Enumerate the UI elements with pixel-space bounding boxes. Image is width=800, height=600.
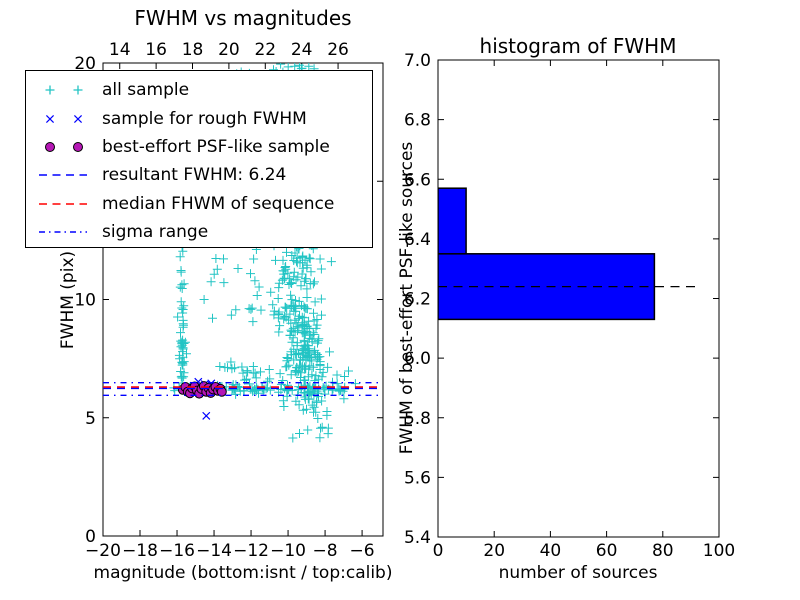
plus-marker-icon (34, 76, 92, 104)
legend-label: all sample (102, 80, 190, 101)
left-plot-title: FWHM vs magnitudes (134, 6, 352, 30)
x-marker-icon (34, 105, 92, 133)
svg-text:−18: −18 (122, 541, 158, 561)
svg-text:6.4: 6.4 (404, 230, 431, 250)
svg-text:6.2: 6.2 (404, 290, 431, 310)
legend-entry-rough-fwhm: sample for rough FWHM (34, 104, 372, 132)
dashdot-line-icon (34, 218, 92, 246)
circle-marker-icon (34, 133, 92, 161)
right-plot-ylabel: FWHM of best-effort PSF-like sources (397, 141, 417, 455)
svg-text:5.4: 5.4 (404, 528, 431, 548)
svg-text:6.0: 6.0 (404, 349, 431, 369)
legend-label: median FHWM of sequence (102, 193, 335, 214)
svg-text:10: 10 (74, 291, 96, 311)
dashed-line-icon (34, 161, 92, 189)
legend-entry-resultant: resultant FWHM: 6.24 (34, 161, 372, 189)
svg-text:100: 100 (703, 541, 735, 561)
left-plot-ylabel: FWHM (pix) (58, 250, 78, 350)
svg-text:80: 80 (652, 541, 674, 561)
svg-text:−10: −10 (270, 541, 306, 561)
svg-text:5.6: 5.6 (404, 468, 431, 488)
svg-text:60: 60 (596, 541, 618, 561)
svg-text:0: 0 (433, 541, 444, 561)
right-plot-xlabel: number of sources (498, 563, 658, 583)
svg-text:22: 22 (254, 40, 276, 60)
svg-text:−20: −20 (85, 541, 121, 561)
legend-box: all sample sample for rough FWHM best-ef… (25, 70, 373, 248)
left-plot-xlabel: magnitude (bottom:isnt / top:calib) (93, 563, 393, 583)
svg-text:18: 18 (182, 40, 204, 60)
right-plot-title: histogram of FWHM (479, 34, 677, 58)
svg-text:16: 16 (145, 40, 167, 60)
legend-entry-median: median FHWM of sequence (34, 190, 372, 218)
svg-text:20: 20 (74, 54, 96, 74)
svg-text:5.8: 5.8 (404, 409, 431, 429)
reference-lines (103, 382, 383, 396)
svg-text:0: 0 (85, 527, 96, 547)
legend-label: sigma range (102, 222, 209, 243)
left-plot: −20 −18 −16 −14 −12 −10 −8 −6 14 16 18 20 22 24 26 0 5 10… (74, 40, 384, 561)
right-plot: 0 20 40 60 80 100 5.4 5.6 5.8 6.0 6.2 6.4 6.6 6.8 7.0 (404, 51, 735, 561)
svg-text:−16: −16 (159, 541, 195, 561)
legend-entry-psf-like: best-effort PSF-like sample (34, 133, 372, 161)
legend-label: best-effort PSF-like sample (102, 136, 330, 157)
right-plot-ticks: 0 20 40 60 80 100 5.4 5.6 5.8 6.0 6.2 6.4 6.6 6.8 7.0 (404, 51, 735, 561)
svg-text:20: 20 (483, 541, 505, 561)
svg-text:26: 26 (327, 40, 349, 60)
svg-text:14: 14 (109, 40, 131, 60)
histogram-bars (438, 187, 656, 321)
left-plot-ticks: −20 −18 −16 −14 −12 −10 −8 −6 14 16 18 20 22 24 26 0 5 10… (74, 40, 383, 561)
svg-text:5: 5 (85, 409, 96, 429)
svg-text:6.8: 6.8 (404, 111, 431, 131)
svg-text:−14: −14 (196, 541, 232, 561)
legend-entry-sigma: sigma range (34, 218, 372, 246)
svg-text:−8: −8 (313, 541, 338, 561)
legend-label: sample for rough FWHM (102, 108, 307, 129)
legend-label: resultant FWHM: 6.24 (102, 165, 287, 186)
svg-text:24: 24 (291, 40, 313, 60)
svg-text:20: 20 (218, 40, 240, 60)
svg-text:−12: −12 (233, 541, 269, 561)
scatter-psf-like (177, 381, 227, 399)
svg-text:7.0: 7.0 (404, 51, 431, 71)
legend-entry-all-sample: all sample (34, 76, 372, 104)
svg-text:40: 40 (540, 541, 562, 561)
dashed-line-icon (34, 190, 92, 218)
svg-text:6.6: 6.6 (404, 170, 431, 190)
svg-text:−6: −6 (350, 541, 375, 561)
